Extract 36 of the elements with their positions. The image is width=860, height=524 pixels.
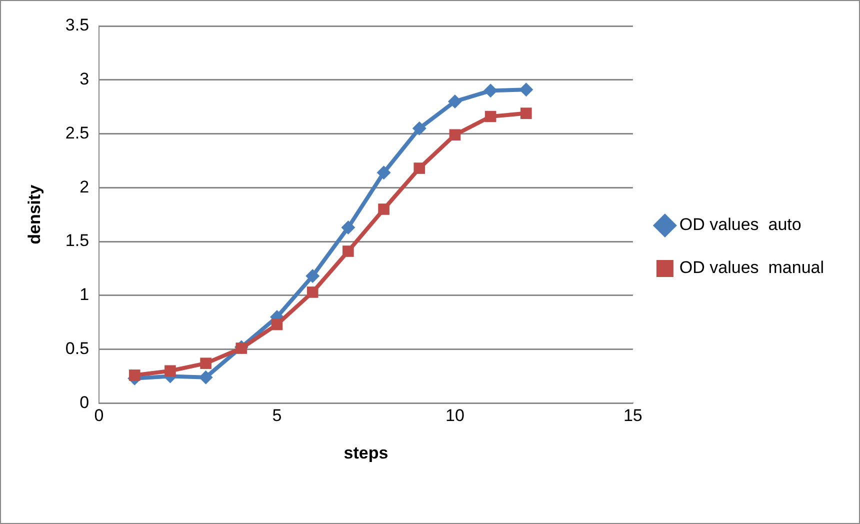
point — [414, 162, 426, 174]
x-tick-label: 0 — [94, 406, 104, 426]
y-axis-title: density — [24, 184, 44, 244]
point — [448, 94, 462, 108]
x-tick-label: 5 — [272, 406, 282, 426]
point — [519, 82, 534, 97]
y-tick-label: 2 — [80, 177, 90, 196]
legend-label: OD values auto — [679, 215, 802, 234]
point — [198, 370, 213, 384]
y-tick-label: 3 — [80, 70, 90, 89]
y-tick-label: 1 — [80, 285, 90, 304]
y-tick-label: 3.5 — [65, 16, 90, 35]
point — [484, 110, 496, 122]
y-tick-label: 1.5 — [65, 231, 90, 250]
point — [128, 370, 140, 381]
y-tick-label: 0 — [80, 392, 90, 412]
point — [449, 129, 461, 141]
x-tick-label: 15 — [623, 406, 642, 426]
point — [200, 358, 212, 369]
y-tick-label: 2.5 — [65, 123, 90, 142]
x-tick-label: 10 — [446, 406, 464, 426]
point — [164, 365, 176, 377]
point — [484, 84, 498, 98]
point — [342, 246, 354, 257]
point — [306, 286, 318, 298]
point — [236, 342, 248, 354]
legend-label: OD values manual — [679, 258, 824, 278]
point — [376, 166, 391, 180]
point — [341, 220, 356, 235]
point — [520, 108, 532, 119]
x-axis-title: steps — [344, 443, 388, 462]
y-tick-label: 0.5 — [65, 339, 90, 358]
point — [306, 269, 320, 284]
point — [271, 318, 283, 330]
point — [412, 121, 426, 136]
point — [378, 204, 390, 215]
